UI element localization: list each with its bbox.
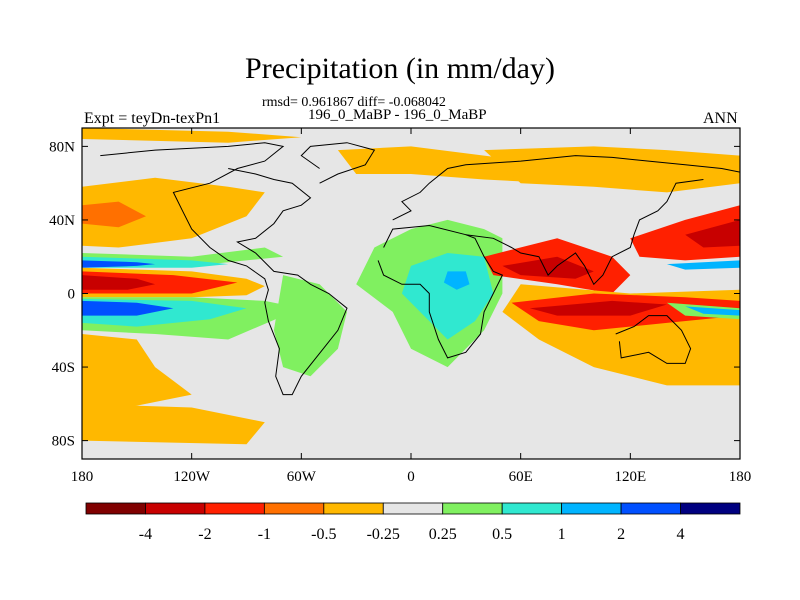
x-tick-label: 0 xyxy=(407,469,415,485)
region-africa-blue xyxy=(443,271,470,290)
region-southern-orange-band xyxy=(82,403,265,445)
colorbar-swatch xyxy=(620,502,681,515)
colorbar-swatch xyxy=(145,502,206,515)
region-north-pacific-west-blue xyxy=(666,260,740,270)
colorbar-swatch xyxy=(323,502,384,515)
region-south-pacific-blue xyxy=(82,300,174,316)
region-north-pacific-orange xyxy=(82,177,265,248)
colorbar-swatch xyxy=(561,502,622,515)
x-tick-label: 120W xyxy=(173,469,211,485)
colorbar-label: 2 xyxy=(617,526,625,543)
colorbar-swatch xyxy=(85,502,146,515)
coastline-2 xyxy=(392,155,740,221)
season-label: ANN xyxy=(703,110,738,127)
colorbar-label: -2 xyxy=(198,526,211,543)
coastlines xyxy=(100,142,740,396)
region-north-pacific-red xyxy=(82,201,146,228)
y-tick-label: 0 xyxy=(68,287,76,303)
region-itcz-darkred xyxy=(82,275,156,290)
region-south-america-lightgreen xyxy=(273,275,347,377)
coastline-3 xyxy=(465,179,704,286)
colorbar-swatch xyxy=(263,502,325,515)
region-south-pacific-orange xyxy=(82,334,192,413)
y-tick-label: 40S xyxy=(52,360,75,376)
coastline-5 xyxy=(300,142,376,184)
colorbar-swatch xyxy=(501,502,563,515)
colorbar-label: 1 xyxy=(558,526,566,543)
y-tick-label: 80N xyxy=(49,139,75,155)
coastline-0 xyxy=(100,142,348,396)
colorbar-label: 0.25 xyxy=(429,526,457,543)
colorbar-swatch xyxy=(382,502,444,515)
region-indian-ocean-darkred xyxy=(502,256,594,279)
map-field xyxy=(82,128,740,459)
colorbar: -4 -2 -1 -0.5 -0.25 0.25 0.5 1 2 4 xyxy=(85,502,741,543)
x-tick-label: 180 xyxy=(71,469,94,485)
case-line: 196_0_MaBP - 196_0_MaBP xyxy=(308,107,487,123)
x-tick-label: 60E xyxy=(509,469,533,485)
y-tick-label: 40N xyxy=(49,213,75,229)
experiment-label: Expt = teyDn-texPn1 xyxy=(84,110,221,127)
axes: 180 120W 60W 0 60E 120E 180 80N 40N 0 40S 80S xyxy=(49,128,751,485)
colorbar-label: 0.5 xyxy=(492,526,512,543)
colorbar-label: -0.25 xyxy=(367,526,400,543)
colorbar-swatch xyxy=(442,502,503,515)
region-east-asia-darkred xyxy=(685,219,740,248)
region-arctic-orange xyxy=(82,128,302,143)
region-africa-cyan xyxy=(401,253,494,340)
stats-line: rmsd= 0.961867 diff= -0.068042 xyxy=(262,95,446,110)
x-tick-label: 60W xyxy=(287,469,317,485)
colorbar-swatch xyxy=(680,502,741,515)
x-tick-label: 120E xyxy=(614,469,646,485)
colorbar-label: -1 xyxy=(258,526,271,543)
chart-title: Precipitation (in mm/day) xyxy=(245,52,555,85)
region-north-pacific-blue xyxy=(82,260,156,268)
colorbar-label: -0.5 xyxy=(311,526,336,543)
region-west-pacific-darkred xyxy=(529,300,667,316)
coastline-4 xyxy=(615,315,692,364)
region-west-pacific-blue xyxy=(685,306,740,316)
y-tick-label: 80S xyxy=(52,434,75,450)
colorbar-label: -4 xyxy=(139,526,152,543)
x-tick-label: 180 xyxy=(729,469,752,485)
colorbar-swatch xyxy=(204,502,265,515)
colorbar-label: 4 xyxy=(677,526,685,543)
